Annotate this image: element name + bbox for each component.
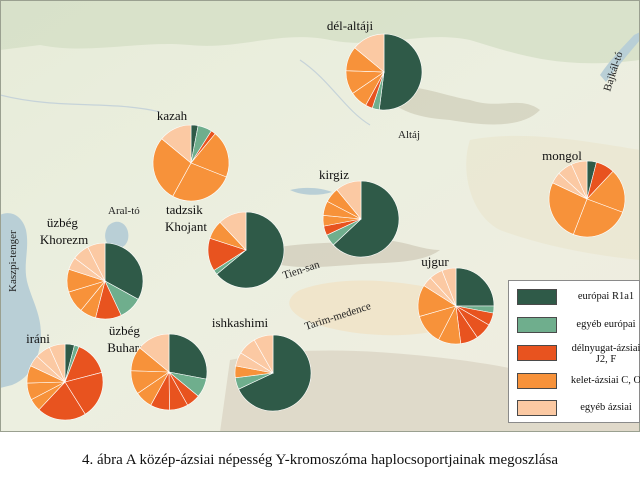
pie-slice-irani-egyeb-azsiai [49, 343, 66, 383]
pie-tadzsik [207, 211, 285, 289]
legend-swatch [517, 373, 557, 389]
pie-label-uzbeg-khorezm: üzbég Khorezm [40, 215, 88, 247]
pie-slice-ujgur-egyeb-azsiai [441, 267, 457, 307]
legend-swatch [517, 400, 557, 416]
pie-label-line: üzbég [109, 323, 141, 338]
pie-label-line: Khorezm [40, 232, 88, 247]
river [0, 94, 161, 113]
pie-uzbeg-khorezm [66, 242, 144, 320]
pie-slice-kazah-kelet-azsiai [152, 138, 192, 197]
pie-slice-uzbeg-khorezm-europai-R1a1 [104, 242, 144, 300]
pie-slice-irani-delnyugat-azsiai [38, 381, 86, 421]
lake-balkhash [290, 187, 332, 195]
pie-slice-mongol-kelet-azsiai [548, 182, 588, 235]
pie-slice-irani-delnyugat-azsiai [64, 372, 104, 415]
pie-ishkashimi [234, 334, 312, 412]
altai-label: Altáj [398, 129, 420, 141]
pie-slice-kazah-kelet-azsiai [190, 133, 230, 178]
pie-ujgur [417, 267, 495, 345]
pie-label-line: üzbég [47, 215, 79, 230]
pie-label-line: Khojant [165, 219, 207, 234]
aral-sea-label: Aral-tó [108, 205, 140, 217]
legend-label: délnyugat-ázsiai J2, F [571, 343, 640, 365]
pie-mongol [548, 160, 626, 238]
pie-slice-del-altaji-egyeb-azsiai [354, 33, 385, 73]
pie-label-del-altaji: dél-altáji [327, 18, 374, 33]
legend-swatch [517, 345, 557, 361]
pie-slice-tadzsik-egyeb-azsiai [219, 211, 247, 251]
pie-uzbeg-buhara [130, 333, 208, 411]
caspian-sea-label: Kaszpi-tenger [7, 230, 19, 292]
pie-label-ishkashimi: ishkashimi [212, 315, 269, 330]
northern-forest [0, 0, 640, 64]
legend-label: kelet-ázsiai C, O [570, 375, 640, 386]
pie-slice-uzbeg-buhara-egyeb-azsiai [139, 333, 170, 373]
pie-slice-uzbeg-buhara-europai-R1a1 [168, 333, 208, 380]
pie-charts [26, 33, 626, 421]
caspian-sea [0, 213, 41, 388]
pie-irani [26, 343, 104, 421]
pie-slice-mongol-egyeb-azsiai [571, 160, 588, 200]
legend-label: egyéb európai [576, 319, 636, 330]
pie-slice-ujgur-europai-R1a1 [455, 267, 495, 307]
pie-slice-del-altaji-europai-R1a1 [378, 33, 423, 111]
lake-baikal [600, 32, 640, 82]
pie-label-uzbeg-buhara: üzbég Buhara [107, 323, 145, 355]
pie-slice-mongol-kelet-azsiai [572, 198, 624, 238]
pie-label-ujgur: ujgur [421, 254, 449, 269]
pie-label-kazah: kazah [157, 108, 188, 123]
pie-label-kirgiz: kirgiz [319, 167, 349, 182]
altai-range [380, 86, 540, 125]
legend-swatch [517, 317, 557, 333]
tarim-basin [289, 280, 463, 336]
legend-label: európai R1a1 [577, 291, 635, 302]
river [299, 59, 371, 126]
figure-caption: 4. ábra A közép-ázsiai népesség Y-kromos… [82, 452, 558, 468]
pie-label-tadzsik: tadzsik Khojant [165, 202, 207, 234]
pie-slice-uzbeg-khorezm-egyeb-azsiai [87, 242, 106, 282]
pie-slice-kazah-egyeb-azsiai [161, 124, 192, 164]
aral-sea [105, 221, 129, 249]
legend-swatch [517, 289, 557, 305]
pie-label-line: tadzsik [166, 202, 203, 217]
legend-label: egyéb ázsiai [580, 402, 632, 413]
pie-label-irani: iráni [26, 331, 50, 346]
pie-slice-kirgiz-europai-R1a1 [332, 180, 400, 258]
pie-kirgiz [322, 180, 400, 258]
pie-slice-tadzsik-europai-R1a1 [216, 211, 285, 289]
pie-slice-ishkashimi-egyeb-azsiai [253, 334, 274, 375]
pie-kazah [152, 124, 230, 202]
pie-slice-ishkashimi-europai-R1a1 [238, 334, 312, 412]
map: Aral-tó Kaszpi-tenger Altáj Tien-san Tar… [0, 0, 640, 432]
pie-label-line: Buhara [107, 340, 145, 355]
pie-label-mongol: mongol [542, 148, 582, 163]
pie-slice-mongol-kelet-azsiai [586, 170, 626, 213]
pie-del-altaji [345, 33, 423, 111]
legend: európai R1a1 egyéb európai délnyugat-ázs… [508, 280, 640, 423]
pie-slice-kirgiz-egyeb-azsiai [336, 180, 362, 220]
